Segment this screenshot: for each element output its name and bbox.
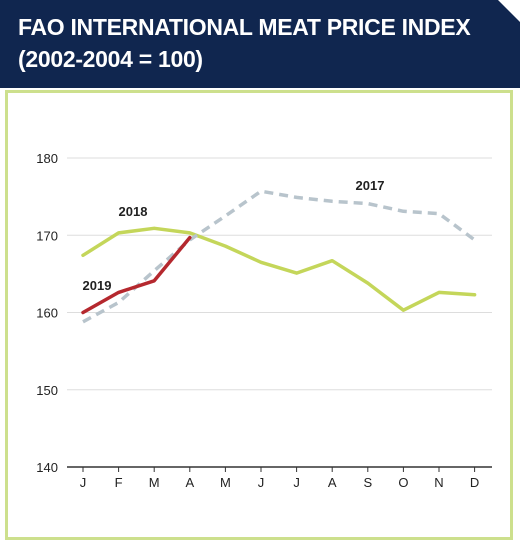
y-tick-label: 160 xyxy=(36,306,58,321)
x-tick-label: J xyxy=(293,475,300,490)
y-tick-label: 140 xyxy=(36,460,58,475)
x-tick-label: N xyxy=(434,475,443,490)
x-tick-label: A xyxy=(185,475,194,490)
y-tick-label: 180 xyxy=(36,151,58,166)
x-tick-label: F xyxy=(115,475,123,490)
x-tick-label: O xyxy=(398,475,408,490)
x-tick-label: M xyxy=(220,475,231,490)
chart-frame xyxy=(5,92,513,540)
series-label-2017: 2017 xyxy=(356,178,385,193)
frame-top-border xyxy=(5,90,513,93)
y-tick-label: 150 xyxy=(36,383,58,398)
series-2017-line xyxy=(82,189,476,324)
series-label-2019: 2019 xyxy=(83,278,112,293)
chart-title: FAO INTERNATIONAL MEAT PRICE INDEX xyxy=(18,14,471,40)
header-corner-cut xyxy=(498,0,520,22)
x-tick-label: A xyxy=(328,475,337,490)
x-tick-label: D xyxy=(470,475,479,490)
series-labels: 2017 2018 2019 xyxy=(83,178,385,293)
chart-header: FAO INTERNATIONAL MEAT PRICE INDEX (2002… xyxy=(0,0,520,88)
series-label-2018: 2018 xyxy=(119,204,148,219)
y-tick-label: 170 xyxy=(36,228,58,243)
axes: 140 150 160 170 180 J F M A M J J A S O N D xyxy=(36,151,492,490)
x-tick-label: S xyxy=(363,475,372,490)
series-2019-line xyxy=(81,235,192,315)
series-lines xyxy=(81,189,477,324)
x-tick-label: J xyxy=(258,475,265,490)
gridlines xyxy=(67,157,492,391)
x-tick-label: M xyxy=(149,475,160,490)
series-2018-line xyxy=(81,226,477,312)
chart-subtitle: (2002-2004 = 100) xyxy=(18,46,203,72)
x-tick-label: J xyxy=(80,475,87,490)
